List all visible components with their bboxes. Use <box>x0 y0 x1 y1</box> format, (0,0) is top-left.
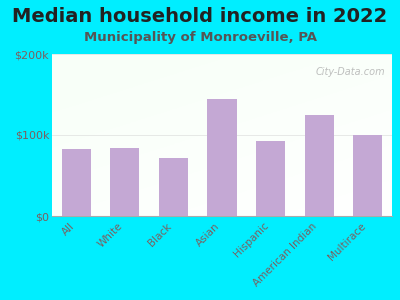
Text: Municipality of Monroeville, PA: Municipality of Monroeville, PA <box>84 32 316 44</box>
Bar <box>353 135 382 216</box>
Bar <box>159 158 188 216</box>
Bar <box>208 98 236 216</box>
Bar <box>62 149 91 216</box>
Text: City-Data.com: City-Data.com <box>316 67 385 77</box>
Text: Median household income in 2022: Median household income in 2022 <box>12 8 388 26</box>
Bar <box>304 115 334 216</box>
Bar <box>256 142 285 216</box>
Bar <box>110 148 140 216</box>
